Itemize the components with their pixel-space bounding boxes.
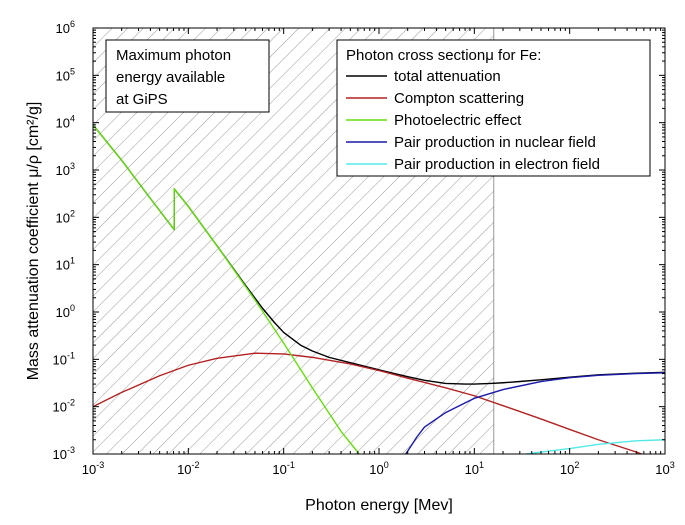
legend-entries: total attenuation Compton scattering Photo… [346, 68, 600, 173]
legend-label: total attenuation [394, 68, 501, 85]
plot-frame [92, 27, 666, 455]
gips-annotation-line-3: at GiPS [116, 91, 168, 108]
x-axis-title: Photon energy [Mev] [305, 497, 453, 514]
y-tick-label: 10-1 [53, 350, 75, 367]
legend-label: Compton scattering [394, 90, 524, 107]
y-tick-label: 106 [56, 19, 75, 36]
y-tick-label: 10-3 [53, 445, 75, 462]
y-tick-label: 102 [56, 208, 75, 225]
y-tick-label: 10-2 [53, 398, 75, 415]
y-tick-label: 100 [56, 303, 75, 320]
legend-label: Photoelectric effect [394, 112, 522, 129]
legend: Photon cross sectionμ for Fe: total atte… [336, 39, 651, 177]
gips-annotation-line-1: Maximum photon [116, 47, 231, 64]
legend-label: Pair production in electron field [394, 156, 600, 173]
x-tick-label: 10-3 [82, 460, 104, 477]
legend-box [336, 39, 651, 177]
y-tick-label: 101 [56, 256, 75, 273]
x-tick-label: 100 [369, 460, 388, 477]
series-line-pair-production-in-nuclear-field [405, 372, 665, 454]
series-line-photoelectric-effect [93, 124, 360, 454]
legend-label: Pair production in nuclear field [394, 134, 596, 151]
y-tick-label: 104 [56, 114, 75, 131]
y-tick-label: 103 [56, 161, 75, 178]
series-line-compton-scattering [93, 352, 644, 454]
gips-annotation-box [105, 39, 270, 113]
x-tick-label: 10-2 [177, 460, 199, 477]
x-tick-label: 102 [560, 460, 579, 477]
y-axis-title: Mass attenuation coefficient μ/ρ [cm²/g] [25, 102, 42, 381]
gips-annotation-line-2: energy available [116, 69, 225, 86]
series-line-pair-production-in-electron-field [526, 439, 665, 454]
y-tick-label: 105 [56, 66, 75, 83]
x-tick-label: 10-1 [272, 460, 294, 477]
curves-group [93, 124, 665, 454]
x-tick-label: 101 [465, 460, 484, 477]
x-tick-label: 103 [655, 460, 674, 477]
legend-title: Photon cross sectionμ for Fe: [346, 47, 541, 64]
gips-annotation: Maximum photon energy available at GiPS [105, 39, 270, 113]
